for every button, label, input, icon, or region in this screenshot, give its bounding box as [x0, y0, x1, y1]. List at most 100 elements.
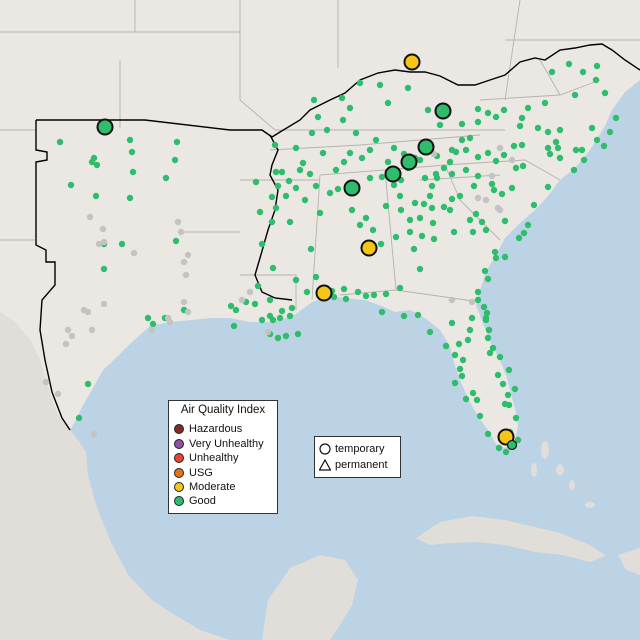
inactive-site-dot: [62, 340, 70, 348]
small-site-dot: [510, 142, 518, 150]
inactive-site-dot: [177, 228, 185, 236]
inactive-site-dot: [130, 249, 138, 257]
small-site-dot: [446, 158, 454, 166]
inactive-site-dot: [482, 196, 490, 204]
small-site-dot: [366, 174, 374, 182]
temporary-site-marker[interactable]: [360, 239, 378, 257]
small-site-dot: [286, 312, 294, 320]
aqi-legend: Air Quality Index Hazardous Very Unhealt…: [168, 400, 278, 514]
temporary-site-marker[interactable]: [96, 118, 114, 136]
small-site-dot: [92, 192, 100, 200]
small-site-dot: [307, 245, 315, 253]
small-site-dot: [426, 328, 434, 336]
small-site-dot: [469, 228, 477, 236]
inactive-site-dot: [42, 378, 50, 386]
small-site-dot: [323, 126, 331, 134]
small-site-dot: [366, 146, 374, 154]
small-site-dot: [149, 320, 157, 328]
usg-swatch-icon: [174, 468, 184, 478]
small-site-dot: [473, 396, 481, 404]
small-site-dot: [330, 293, 338, 301]
small-site-dot: [411, 199, 419, 207]
small-site-dot: [486, 349, 494, 357]
small-site-dot: [382, 290, 390, 298]
small-site-dot: [292, 276, 300, 284]
small-site-dot: [227, 302, 235, 310]
small-site-dot: [282, 192, 290, 200]
small-site-dot: [490, 186, 498, 194]
small-site-dot: [362, 214, 370, 222]
inactive-site-dot: [54, 390, 62, 398]
temporary-site-marker[interactable]: [384, 165, 402, 183]
small-site-dot: [428, 182, 436, 190]
small-site-dot: [56, 138, 64, 146]
permanent-site-markers[interactable]: [506, 439, 518, 451]
small-site-dot: [316, 209, 324, 217]
small-site-dot: [466, 326, 474, 334]
small-site-dot: [530, 201, 538, 209]
bahamas-islands: [531, 441, 595, 508]
aqi-legend-title: Air Quality Index: [180, 404, 266, 416]
inactive-site-dot: [90, 430, 98, 438]
triangle-icon: [319, 459, 331, 471]
unhealthy-swatch-icon: [174, 453, 184, 463]
small-site-dot: [516, 122, 524, 130]
small-site-dot: [546, 150, 554, 158]
small-site-dot: [252, 178, 260, 186]
temporary-site-marker[interactable]: [315, 284, 333, 302]
small-site-dot: [494, 371, 502, 379]
small-site-dot: [100, 265, 108, 273]
inactive-site-dot: [494, 204, 502, 212]
small-site-dot: [588, 124, 596, 132]
small-site-dot: [492, 157, 500, 165]
small-site-dot: [314, 113, 322, 121]
inactive-site-dot: [174, 218, 182, 226]
temporary-site-marker[interactable]: [417, 138, 435, 156]
small-site-dot: [501, 217, 509, 225]
small-site-dot: [470, 182, 478, 190]
small-site-dot: [504, 391, 512, 399]
small-site-dot: [254, 282, 262, 290]
small-site-dot: [286, 218, 294, 226]
temporary-site-marker[interactable]: [434, 102, 452, 120]
legend-item-very-unhealthy: Very Unhealthy: [174, 437, 264, 451]
small-site-dot: [266, 296, 274, 304]
small-site-dot: [433, 174, 441, 182]
small-site-dot: [272, 204, 280, 212]
small-site-dot: [476, 412, 484, 420]
small-site-dot: [342, 295, 350, 303]
small-site-dot: [601, 89, 609, 97]
small-site-dot: [565, 60, 573, 68]
small-site-dot: [474, 288, 482, 296]
small-site-dot: [544, 183, 552, 191]
small-site-dot: [272, 168, 280, 176]
temporary-site-marker[interactable]: [343, 179, 361, 197]
inactive-site-dot: [264, 328, 272, 336]
small-site-dot: [292, 144, 300, 152]
permanent-site-marker[interactable]: [506, 439, 518, 451]
small-site-dot: [436, 121, 444, 129]
small-site-dot: [319, 149, 327, 157]
temporary-site-marker[interactable]: [403, 53, 421, 71]
small-site-dot: [396, 192, 404, 200]
temporary-site-markers[interactable]: [96, 53, 515, 446]
cuba-land: [416, 516, 606, 562]
small-site-dot: [118, 240, 126, 248]
inactive-site-dot: [184, 251, 192, 259]
small-site-dot: [173, 138, 181, 146]
small-site-dot: [384, 158, 392, 166]
inactive-site-dot: [164, 314, 172, 322]
small-site-dot: [420, 200, 428, 208]
small-site-dot: [400, 312, 408, 320]
small-site-dot: [340, 285, 348, 293]
small-site-dot: [448, 319, 456, 327]
small-site-dot: [294, 330, 302, 338]
temporary-site-marker[interactable]: [400, 153, 418, 171]
inactive-site-dot: [68, 332, 76, 340]
small-site-dot: [428, 204, 436, 212]
inactive-site-dot: [180, 258, 188, 266]
small-site-dot: [518, 114, 526, 122]
small-site-dot: [312, 182, 320, 190]
small-site-dot: [268, 193, 276, 201]
